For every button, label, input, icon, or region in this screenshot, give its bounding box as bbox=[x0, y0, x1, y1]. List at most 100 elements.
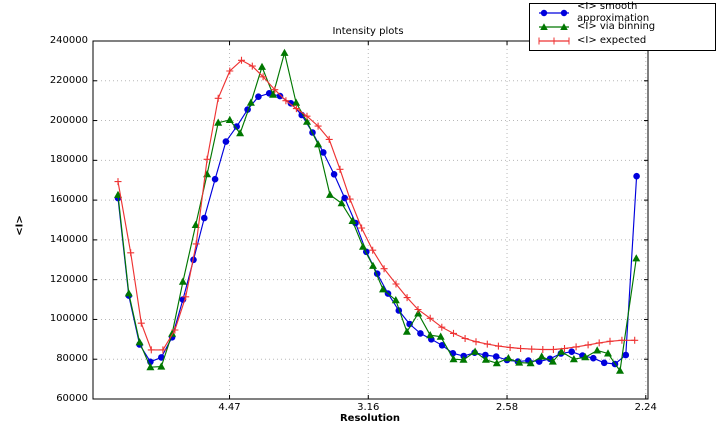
y-tick-label: 240000 bbox=[49, 35, 88, 46]
data-point-triangle bbox=[515, 358, 524, 366]
data-point-triangle bbox=[481, 355, 490, 363]
data-point-plus bbox=[631, 336, 639, 344]
y-tick-label: 140000 bbox=[49, 233, 88, 245]
x-tick-label: 3.16 bbox=[357, 402, 380, 413]
data-point-plus bbox=[226, 67, 234, 75]
legend-label: <I> smooth approximation bbox=[577, 1, 650, 24]
data-point-plus bbox=[325, 135, 333, 143]
data-point-plus bbox=[127, 249, 135, 257]
data-point-plus bbox=[114, 178, 122, 186]
data-point-triangle bbox=[258, 62, 266, 70]
data-point-plus bbox=[549, 346, 557, 353]
data-point-triangle bbox=[369, 261, 377, 269]
data-point-plus bbox=[369, 246, 377, 254]
data-point-triangle bbox=[537, 352, 546, 360]
data-point-triangle bbox=[203, 170, 212, 178]
data-point-plus bbox=[358, 224, 366, 232]
data-point-plus bbox=[584, 341, 592, 349]
data-point-plus bbox=[450, 329, 457, 337]
y-tick-label: 160000 bbox=[49, 194, 88, 206]
data-point-plus bbox=[461, 335, 469, 342]
data-point-plus bbox=[438, 323, 446, 331]
legend-label: <I> expected bbox=[577, 35, 647, 46]
data-point-triangle bbox=[359, 242, 367, 250]
data-point-triangle bbox=[581, 353, 590, 361]
data-point-plus bbox=[214, 94, 222, 102]
data-point-plus bbox=[618, 336, 626, 344]
data-point-triangle bbox=[557, 347, 566, 355]
data-point-triangle bbox=[168, 329, 177, 337]
data-point-triangle bbox=[157, 362, 166, 370]
data-point-triangle bbox=[459, 355, 468, 363]
y-tick-label: 120000 bbox=[49, 273, 88, 285]
x-tick-label: 4.47 bbox=[218, 402, 241, 413]
data-point-triangle bbox=[214, 118, 223, 126]
data-point-circle bbox=[492, 353, 500, 360]
data-point-triangle bbox=[236, 129, 245, 137]
data-point-triangle bbox=[632, 254, 641, 262]
x-tick-label: 2.58 bbox=[495, 402, 519, 413]
data-point-triangle bbox=[593, 346, 602, 354]
data-point-circle bbox=[211, 175, 219, 183]
y-tick-label: 180000 bbox=[49, 154, 88, 166]
legend-item: <I> via binning bbox=[537, 20, 711, 34]
data-point-circle bbox=[633, 172, 640, 180]
chart-title: Intensity plots bbox=[332, 26, 404, 37]
data-point-plus bbox=[494, 342, 502, 350]
data-point-triangle bbox=[616, 366, 624, 374]
data-point-triangle bbox=[124, 289, 133, 297]
data-point-triangle bbox=[426, 331, 435, 339]
data-point-circle bbox=[341, 194, 349, 202]
legend-item: <I> smooth approximation bbox=[537, 1, 711, 24]
data-point-circle bbox=[222, 138, 230, 145]
data-point-plus bbox=[528, 345, 536, 353]
y-tick-label: 200000 bbox=[49, 114, 88, 126]
data-point-triangle bbox=[146, 363, 155, 371]
data-point-triangle bbox=[135, 338, 144, 346]
data-point-plus bbox=[336, 165, 344, 173]
data-point-triangle bbox=[548, 357, 557, 365]
data-point-plus bbox=[292, 105, 300, 113]
data-point-circle bbox=[255, 93, 262, 100]
data-point-triangle bbox=[292, 98, 301, 106]
legend-marker-triangle-icon bbox=[539, 23, 569, 30]
data-point-triangle bbox=[191, 220, 200, 228]
data-point-triangle bbox=[402, 327, 411, 335]
data-point-triangle bbox=[379, 285, 387, 293]
data-point-circle bbox=[482, 351, 489, 359]
series-1-line bbox=[117, 52, 637, 373]
data-point-plus bbox=[403, 294, 411, 302]
legend-marker-plus-icon bbox=[538, 37, 570, 45]
legend-label: <I> via binning bbox=[577, 21, 656, 32]
data-point-circle bbox=[417, 330, 424, 337]
data-point-plus bbox=[561, 345, 568, 352]
data-point-triangle bbox=[471, 347, 480, 355]
y-tick-label: 60000 bbox=[56, 393, 88, 404]
data-point-circle bbox=[590, 354, 597, 362]
data-point-circle bbox=[438, 342, 446, 349]
data-point-circle bbox=[568, 348, 575, 356]
data-point-triangle bbox=[178, 277, 187, 285]
data-point-triangle bbox=[436, 332, 445, 340]
data-point-plus bbox=[303, 112, 311, 120]
data-point-triangle bbox=[269, 90, 278, 98]
data-point-plus bbox=[472, 338, 480, 346]
data-point-circle bbox=[330, 171, 338, 178]
data-point-circle bbox=[276, 92, 284, 100]
data-point-triangle bbox=[246, 98, 255, 106]
data-point-plus bbox=[595, 339, 603, 347]
data-point-triangle bbox=[326, 190, 334, 198]
data-point-circle bbox=[158, 354, 165, 361]
data-point-plus bbox=[159, 346, 167, 354]
data-point-triangle bbox=[280, 48, 289, 56]
data-point-plus bbox=[314, 122, 322, 130]
data-point-plus bbox=[282, 97, 290, 105]
data-point-plus bbox=[238, 56, 245, 64]
y-tick-label: 80000 bbox=[56, 353, 88, 365]
data-point-circle bbox=[201, 214, 208, 222]
data-point-plus bbox=[572, 343, 580, 351]
data-point-triangle bbox=[391, 296, 400, 304]
data-point-triangle bbox=[114, 190, 122, 198]
series-2-line bbox=[117, 59, 635, 351]
